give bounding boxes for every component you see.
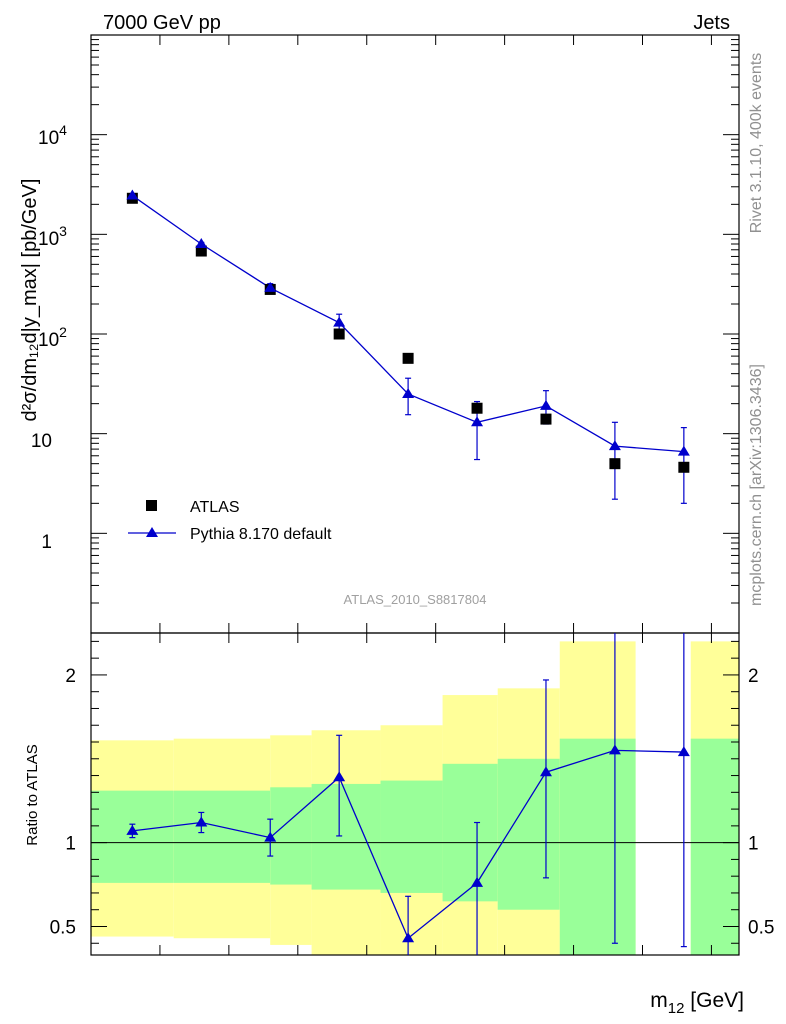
pythia-point-4 bbox=[402, 388, 415, 399]
pythia-point-5 bbox=[471, 416, 484, 427]
atlas-point-7 bbox=[609, 458, 621, 470]
legend-pythia-label: Pythia 8.170 default bbox=[190, 526, 332, 543]
ratio-ylabel: Ratio to ATLAS bbox=[24, 744, 41, 845]
band-green-4 bbox=[380, 780, 443, 893]
pythia-ratio-point-7 bbox=[608, 744, 621, 755]
pythia-point-7 bbox=[608, 440, 621, 451]
band-green-3 bbox=[311, 783, 381, 890]
main-plot-frame bbox=[90, 34, 740, 634]
pythia-point-2 bbox=[264, 281, 277, 292]
ratio-plot-frame bbox=[90, 632, 740, 956]
ratio-ytick-left-1: 1 bbox=[65, 834, 76, 855]
pythia-ratio-point-5 bbox=[471, 876, 484, 887]
atlas-point-8 bbox=[678, 461, 690, 473]
pythia-point-6 bbox=[539, 399, 552, 410]
xlabel: m12 [GeV] bbox=[650, 989, 744, 1017]
pythia-ratio-point-2 bbox=[264, 831, 277, 842]
ratio-ytick-right-2: 2 bbox=[748, 666, 759, 687]
pythia-ratio-point-0 bbox=[126, 824, 139, 835]
header-left: 7000 GeV pp bbox=[103, 12, 221, 34]
ytick-label-1: 1 bbox=[41, 532, 52, 553]
rivet-label: Rivet 3.1.10, 400k events bbox=[748, 53, 765, 234]
ratio-axis-ticks bbox=[91, 633, 739, 955]
mcplots-label: mcplots.cern.ch [arXiv:1306.3436] bbox=[748, 364, 765, 606]
legend-pythia-marker bbox=[146, 527, 158, 537]
ratio-series-layer bbox=[126, 633, 690, 955]
ratio-uncertainty-bands bbox=[91, 641, 739, 955]
ytick-label-10: 10 bbox=[31, 431, 52, 452]
atlas-point-3 bbox=[333, 328, 345, 340]
atlas-point-1 bbox=[195, 245, 207, 257]
main-ylabel: d²σ/dm₁₂d|y_max| [pb/GeV] bbox=[19, 179, 41, 422]
atlas-point-6 bbox=[540, 413, 552, 425]
band-green-5 bbox=[442, 763, 498, 902]
legend: ATLAS Pythia 8.170 default bbox=[128, 499, 332, 543]
pythia-ratio-point-6 bbox=[539, 766, 552, 777]
main-axis-ticks bbox=[91, 35, 739, 634]
ytick-label-10000: 104 bbox=[38, 122, 67, 149]
header-right: Jets bbox=[693, 12, 730, 34]
pythia-ratio-point-1 bbox=[195, 816, 208, 827]
pythia-ratio-point-4 bbox=[402, 932, 415, 943]
pythia-ratio-point-3 bbox=[333, 771, 346, 782]
ratio-ytick-left-2: 2 bbox=[65, 666, 76, 687]
pythia-point-3 bbox=[333, 316, 346, 327]
atlas-point-4 bbox=[402, 352, 414, 364]
legend-atlas-label: ATLAS bbox=[190, 499, 240, 516]
legend-atlas-marker bbox=[146, 500, 157, 511]
pythia-ratio-point-8 bbox=[677, 746, 690, 757]
atlas-point-5 bbox=[471, 402, 483, 414]
ytick-label-1000: 103 bbox=[38, 223, 67, 250]
band-green-1 bbox=[173, 790, 271, 883]
ratio-ytick-left-0.5: 0.5 bbox=[50, 917, 76, 938]
band-green-2 bbox=[270, 787, 312, 885]
band-green-8 bbox=[690, 738, 739, 955]
ratio-ytick-right-0.5: 0.5 bbox=[748, 917, 774, 938]
pythia-point-1 bbox=[195, 237, 208, 248]
main-series-layer bbox=[126, 189, 690, 504]
analysis-id: ATLAS_2010_S8817804 bbox=[344, 592, 487, 607]
ytick-label-100: 102 bbox=[38, 324, 67, 351]
band-green-7 bbox=[559, 738, 636, 955]
ratio-ytick-right-1: 1 bbox=[748, 834, 759, 855]
pythia-point-8 bbox=[677, 445, 690, 456]
pythia-point-0 bbox=[126, 189, 139, 200]
